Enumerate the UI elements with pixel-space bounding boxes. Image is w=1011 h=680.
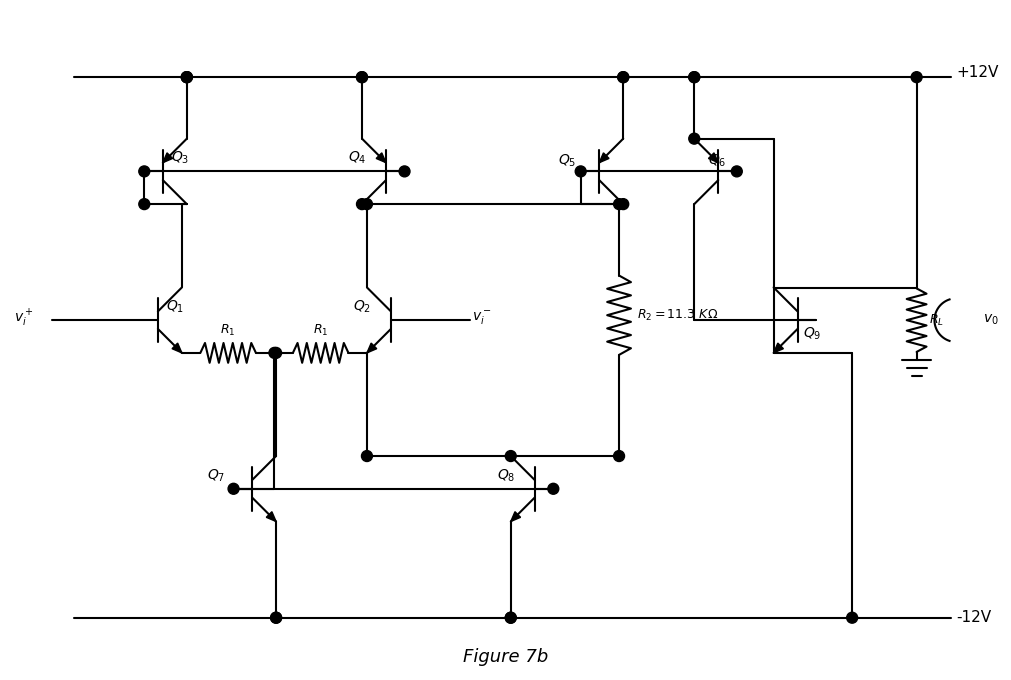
Text: $Q_2$: $Q_2$ [353,299,371,316]
Circle shape [181,71,192,83]
Circle shape [181,71,192,83]
Circle shape [547,483,558,494]
Circle shape [139,199,150,209]
Circle shape [910,71,921,83]
Circle shape [613,199,624,209]
Text: $Q_7$: $Q_7$ [207,467,225,483]
Text: -12V: -12V [955,610,991,625]
Text: $Q_3$: $Q_3$ [171,150,189,167]
Text: $v_0$: $v_0$ [982,313,998,327]
Polygon shape [172,343,182,353]
Circle shape [613,451,624,462]
Text: $R_L$: $R_L$ [928,313,942,328]
Polygon shape [163,153,173,163]
Circle shape [356,71,367,83]
Circle shape [361,199,372,209]
Polygon shape [376,153,385,163]
Circle shape [688,71,699,83]
Text: $R_1$: $R_1$ [312,323,328,338]
Text: $Q_5$: $Q_5$ [557,153,575,169]
Circle shape [574,166,585,177]
Text: $Q_8$: $Q_8$ [496,467,515,483]
Circle shape [361,451,372,462]
Circle shape [270,612,281,623]
Circle shape [504,612,516,623]
Circle shape [398,166,409,177]
Circle shape [504,612,516,623]
Text: $v_i^-$: $v_i^-$ [472,309,491,327]
Polygon shape [511,511,520,522]
Text: $Q_4$: $Q_4$ [348,150,366,167]
Circle shape [504,451,516,462]
Polygon shape [599,153,609,163]
Circle shape [617,71,628,83]
Text: Figure 7b: Figure 7b [463,649,548,666]
Circle shape [617,71,628,83]
Circle shape [731,166,741,177]
Circle shape [356,199,367,209]
Circle shape [688,133,699,144]
Text: +12V: +12V [955,65,998,80]
Text: $Q_9$: $Q_9$ [802,325,820,341]
Circle shape [139,166,150,177]
Polygon shape [708,153,718,163]
Circle shape [270,612,281,623]
Circle shape [688,71,699,83]
Circle shape [617,199,628,209]
Polygon shape [266,511,276,522]
Text: $Q_6$: $Q_6$ [708,153,726,169]
Circle shape [270,347,281,358]
Circle shape [181,71,192,83]
Circle shape [846,612,856,623]
Circle shape [269,347,280,358]
Text: $Q_1$: $Q_1$ [166,299,184,316]
Polygon shape [367,343,376,353]
Text: $R_1$: $R_1$ [220,323,236,338]
Polygon shape [772,343,783,353]
Text: $v_i^+$: $v_i^+$ [14,307,33,329]
Text: $R_2=11.3\ K\Omega$: $R_2=11.3\ K\Omega$ [636,307,718,323]
Circle shape [356,71,367,83]
Circle shape [227,483,239,494]
